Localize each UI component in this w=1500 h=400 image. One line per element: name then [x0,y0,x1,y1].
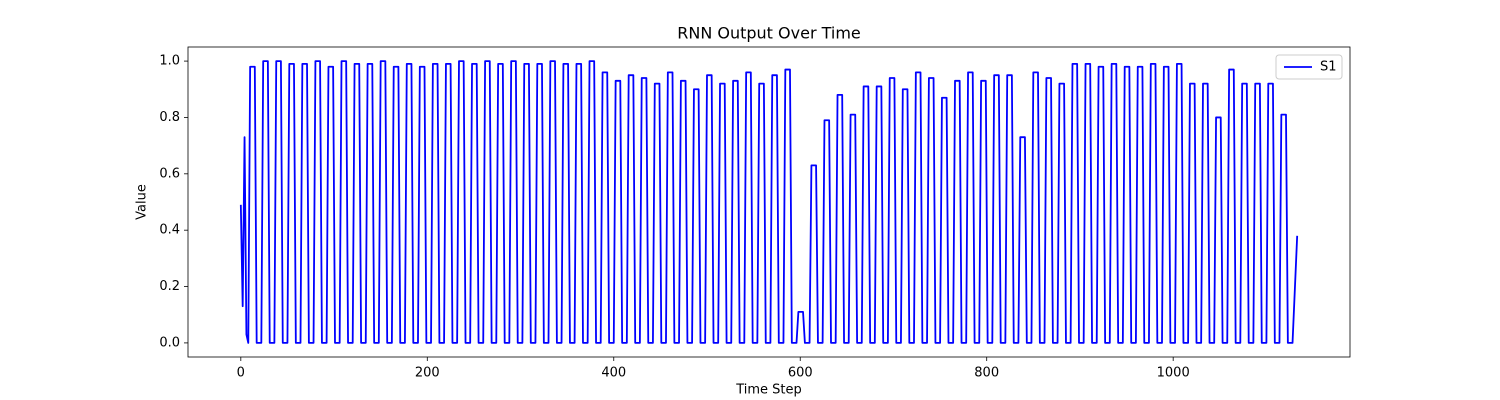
y-tick-label: 0.0 [159,335,180,350]
legend-label: S1 [1320,60,1337,75]
y-tick-label: 0.6 [159,166,180,181]
x-axis-label: Time Step [735,383,802,398]
x-tick-label: 200 [415,366,440,381]
x-tick-label: 1000 [1157,366,1190,381]
plot-frame [187,46,1351,358]
x-tick-label: 0 [237,366,245,381]
chart-title: RNN Output Over Time [677,24,861,43]
line-series [239,60,1299,344]
x-tick-label: 400 [601,366,626,381]
y-tick-label: 0.4 [159,223,180,238]
y-tick-label: 0.8 [159,110,180,125]
y-tick-label: 1.0 [159,54,180,69]
y-tick-label: 0.2 [159,279,180,294]
y-axis-label: Value [135,184,150,220]
x-tick-label: 600 [788,366,813,381]
x-tick-label: 800 [974,366,999,381]
